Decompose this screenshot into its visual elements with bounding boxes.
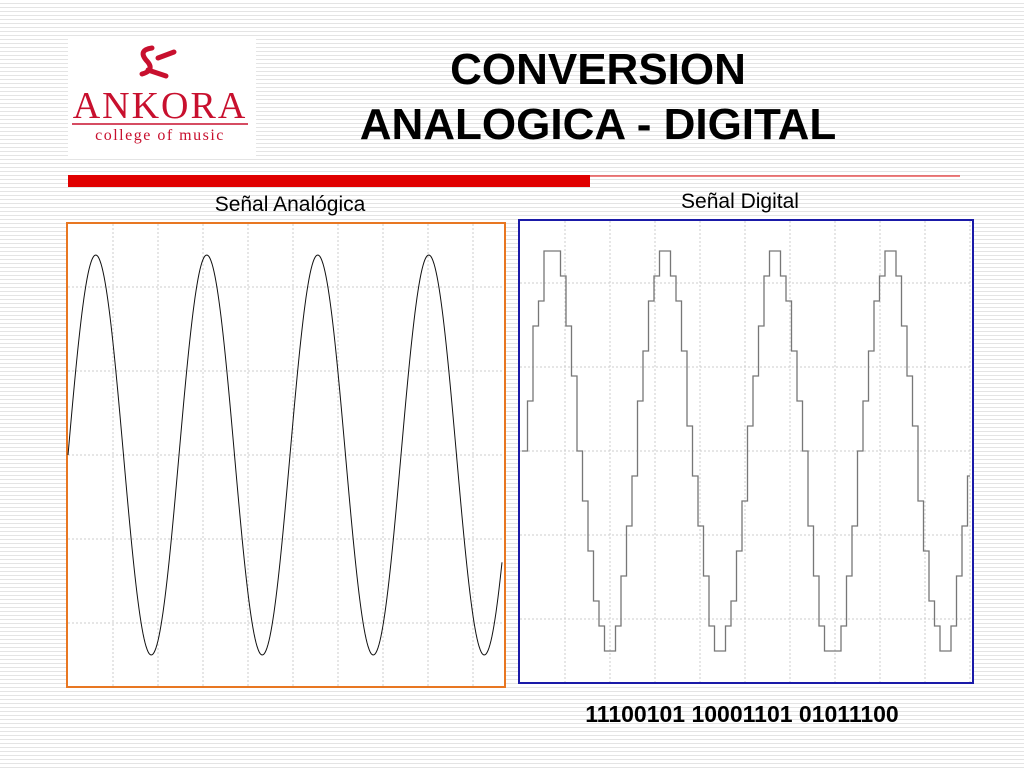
accent-bar [68,175,590,187]
digital-panel [518,219,974,684]
title-line: CONVERSION [450,45,746,94]
binary-code: 11100101 10001101 01011100 [585,701,898,727]
analog-panel [66,222,506,688]
panel-label: Señal Digital [681,190,799,213]
logo-name: ANKORA [73,85,248,127]
analog-wave [67,254,503,656]
logo-mark [139,45,177,79]
panel-label: Señal Analógica [215,193,366,216]
logo-subtitle: college of music [95,127,225,144]
digital-wave [522,250,970,652]
title-line: ANALOGICA - DIGITAL [360,100,837,149]
